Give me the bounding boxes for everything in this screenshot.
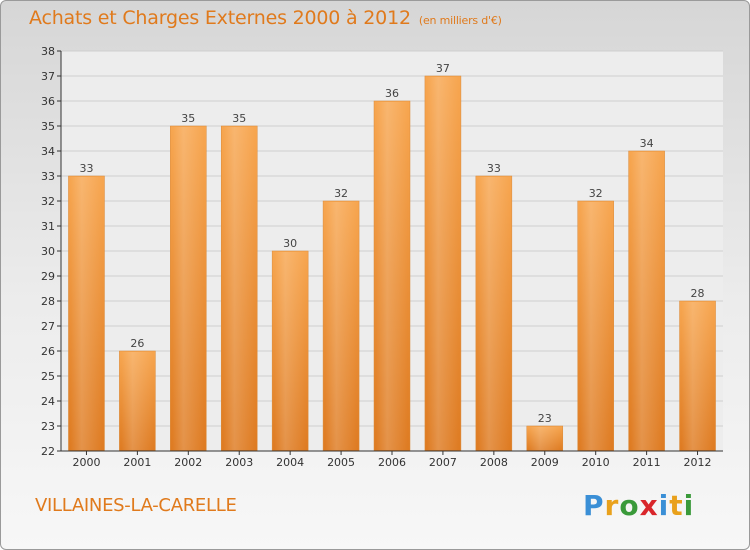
y-tick-label: 25 <box>41 370 55 383</box>
bar-highlight <box>630 152 663 450</box>
proxiti-logo[interactable]: Proxiti <box>583 489 694 522</box>
bar-highlight <box>121 352 154 450</box>
y-tick-label: 33 <box>41 170 55 183</box>
y-tick-label: 32 <box>41 195 55 208</box>
y-tick-label: 29 <box>41 270 55 283</box>
data-label: 36 <box>385 87 399 100</box>
y-tick-label: 22 <box>41 445 55 458</box>
x-tick-label: 2010 <box>582 456 610 469</box>
bars-layer: 33 26 35 35 30 32 36 37 33 23 32 34 28 <box>68 62 716 452</box>
logo-letter-x: x <box>639 489 659 522</box>
x-tick-label: 2008 <box>480 456 508 469</box>
x-tick-label: 2005 <box>327 456 355 469</box>
data-label: 32 <box>589 187 603 200</box>
chart-unit: (en milliers d'€) <box>418 14 502 27</box>
data-label: 37 <box>436 62 450 75</box>
y-tick-label: 37 <box>41 70 55 83</box>
x-tick-label: 2012 <box>684 456 712 469</box>
data-label: 23 <box>538 412 552 425</box>
x-tick-label: 2006 <box>378 456 406 469</box>
x-tick-label: 2007 <box>429 456 457 469</box>
x-tick-label: 2011 <box>633 456 661 469</box>
logo-letter-i1: i <box>658 489 670 522</box>
bar-highlight <box>172 127 205 450</box>
bar-highlight <box>528 427 561 450</box>
bar-highlight <box>477 177 510 450</box>
logo-letter-r: r <box>604 489 620 522</box>
chart-title: Achats et Charges Externes 2000 à 2012 (e… <box>29 7 502 29</box>
x-tick-label: 2004 <box>276 456 304 469</box>
y-tick-label: 34 <box>41 145 55 158</box>
y-tick-label: 38 <box>41 45 55 58</box>
data-label: 33 <box>487 162 501 175</box>
x-tick-label: 2001 <box>123 456 151 469</box>
bar-highlight <box>376 102 408 450</box>
data-label: 32 <box>334 187 348 200</box>
bar-highlight <box>579 202 612 450</box>
logo-letter-t: t <box>669 489 684 522</box>
y-tick-label: 26 <box>41 345 55 358</box>
y-tick-label: 31 <box>41 220 55 233</box>
bar-highlight <box>223 127 256 450</box>
y-tick-label: 28 <box>41 295 55 308</box>
logo-letter-o: o <box>619 489 640 522</box>
y-tick-label: 36 <box>41 95 55 108</box>
data-label: 35 <box>181 112 195 125</box>
bar-highlight <box>70 177 103 450</box>
logo-letter-p: P <box>583 489 605 522</box>
data-label: 30 <box>283 237 297 250</box>
x-tick-label: 2009 <box>531 456 559 469</box>
logo-letter-i2: i <box>683 489 695 522</box>
y-tick-label: 30 <box>41 245 55 258</box>
bar-highlight <box>426 77 459 450</box>
y-tick-label: 27 <box>41 320 55 333</box>
y-tick-label: 24 <box>41 395 55 408</box>
x-tick-label: 2000 <box>72 456 100 469</box>
y-tick-label: 35 <box>41 120 55 133</box>
bar-highlight <box>325 202 358 450</box>
city-name: VILLAINES-LA-CARELLE <box>35 495 237 516</box>
x-tick-label: 2002 <box>174 456 202 469</box>
data-label: 35 <box>232 112 246 125</box>
data-label: 34 <box>640 137 654 150</box>
bar-highlight <box>274 252 307 450</box>
bar-highlight <box>681 302 714 450</box>
data-label: 33 <box>79 162 93 175</box>
y-tick-label: 23 <box>41 420 55 433</box>
axis-layer: 22 23 24 25 26 27 28 29 30 31 32 33 34 35 36 37 38 2000 20… <box>41 45 723 469</box>
x-tick-label: 2003 <box>225 456 253 469</box>
data-label: 26 <box>130 337 144 350</box>
chart-title-text: Achats et Charges Externes 2000 à 2012 <box>29 7 411 29</box>
data-label: 28 <box>691 287 705 300</box>
